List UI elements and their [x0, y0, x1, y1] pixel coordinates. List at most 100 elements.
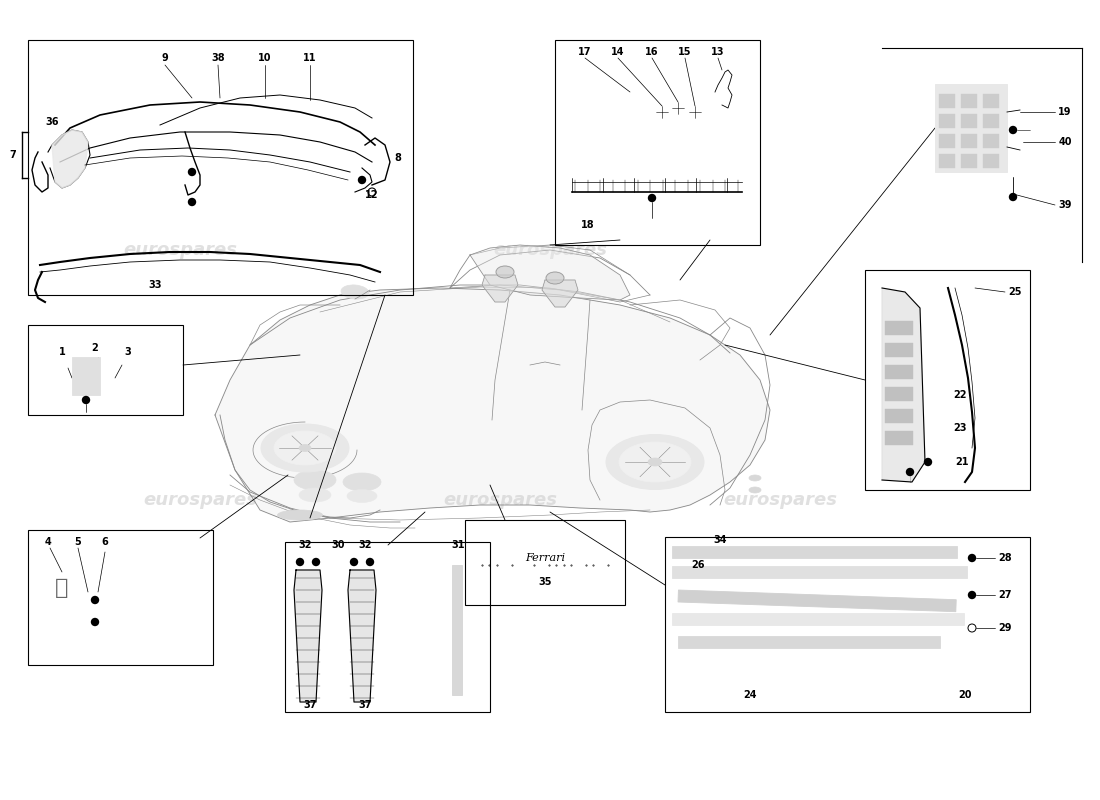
Bar: [28, 325, 183, 415]
Text: 32: 32: [359, 540, 372, 550]
Text: 10: 10: [258, 53, 272, 63]
Polygon shape: [348, 570, 376, 702]
Bar: [678, 590, 956, 612]
Text: 32: 32: [298, 540, 311, 550]
Circle shape: [297, 558, 304, 566]
Circle shape: [91, 597, 99, 603]
Text: 20: 20: [958, 690, 971, 700]
Text: 18: 18: [581, 220, 595, 230]
Ellipse shape: [606, 434, 704, 490]
Bar: [672, 546, 957, 558]
Bar: [672, 613, 964, 625]
Ellipse shape: [274, 431, 336, 465]
Text: 40: 40: [1058, 137, 1071, 147]
Text: 17: 17: [579, 47, 592, 57]
Bar: [961, 94, 977, 108]
Ellipse shape: [749, 475, 761, 481]
Circle shape: [1010, 126, 1016, 134]
Bar: [886, 343, 913, 357]
Bar: [961, 134, 977, 148]
Text: 39: 39: [1058, 200, 1071, 210]
Bar: [556, 40, 760, 245]
Text: 14: 14: [612, 47, 625, 57]
Bar: [28, 40, 412, 295]
Text: 21: 21: [955, 457, 969, 467]
Bar: [28, 530, 213, 665]
Text: 35: 35: [538, 577, 552, 587]
Circle shape: [351, 558, 358, 566]
Bar: [886, 409, 913, 423]
Ellipse shape: [343, 473, 381, 491]
Circle shape: [649, 194, 656, 202]
Text: eurospares: eurospares: [123, 241, 236, 259]
Circle shape: [188, 198, 196, 206]
Circle shape: [366, 558, 374, 566]
Bar: [886, 321, 913, 335]
Bar: [465, 520, 625, 605]
Bar: [961, 114, 977, 128]
Ellipse shape: [277, 510, 322, 520]
Polygon shape: [214, 288, 770, 522]
Text: 33: 33: [148, 280, 162, 290]
Text: 12: 12: [365, 190, 378, 200]
Ellipse shape: [341, 285, 368, 299]
Bar: [285, 542, 490, 712]
Text: 34: 34: [713, 535, 727, 545]
Bar: [452, 565, 462, 695]
Text: Ferrari: Ferrari: [525, 553, 565, 563]
Circle shape: [312, 558, 319, 566]
Text: 26: 26: [691, 560, 705, 570]
Ellipse shape: [619, 442, 691, 482]
Ellipse shape: [546, 272, 564, 284]
Text: eurospares: eurospares: [143, 491, 257, 509]
Polygon shape: [542, 280, 578, 307]
Text: 11: 11: [304, 53, 317, 63]
Bar: [983, 134, 999, 148]
Text: 13: 13: [712, 47, 725, 57]
Text: 27: 27: [999, 590, 1012, 600]
Circle shape: [359, 177, 365, 183]
Ellipse shape: [648, 458, 662, 466]
Text: 28: 28: [998, 553, 1012, 563]
Ellipse shape: [261, 424, 349, 472]
Bar: [935, 84, 1006, 172]
Ellipse shape: [299, 488, 331, 502]
Ellipse shape: [496, 266, 514, 278]
Text: 19: 19: [1058, 107, 1071, 117]
Circle shape: [188, 169, 196, 175]
Text: 37: 37: [304, 700, 317, 710]
Text: 6: 6: [101, 537, 109, 547]
Text: 37: 37: [359, 700, 372, 710]
Bar: [72, 357, 100, 395]
Bar: [886, 431, 913, 445]
Circle shape: [91, 618, 99, 626]
Ellipse shape: [749, 487, 761, 493]
Polygon shape: [294, 570, 322, 702]
Text: 2: 2: [91, 343, 98, 353]
Bar: [865, 270, 1030, 490]
Bar: [939, 154, 955, 168]
Bar: [983, 114, 999, 128]
Text: 3: 3: [124, 347, 131, 357]
Circle shape: [1010, 194, 1016, 201]
Polygon shape: [470, 245, 630, 300]
Text: 23: 23: [954, 423, 967, 433]
Bar: [983, 154, 999, 168]
Bar: [939, 114, 955, 128]
Bar: [939, 134, 955, 148]
Text: 25: 25: [1009, 287, 1022, 297]
Bar: [886, 365, 913, 379]
Polygon shape: [882, 288, 925, 482]
Text: 38: 38: [211, 53, 224, 63]
Bar: [961, 154, 977, 168]
Polygon shape: [482, 275, 518, 302]
Text: 36: 36: [45, 117, 58, 127]
Bar: [939, 94, 955, 108]
Text: eurospares: eurospares: [723, 491, 837, 509]
Bar: [983, 94, 999, 108]
Text: 🐎: 🐎: [55, 578, 68, 598]
Text: 8: 8: [395, 153, 402, 163]
Polygon shape: [52, 130, 88, 188]
Text: 15: 15: [679, 47, 692, 57]
Circle shape: [968, 554, 976, 562]
